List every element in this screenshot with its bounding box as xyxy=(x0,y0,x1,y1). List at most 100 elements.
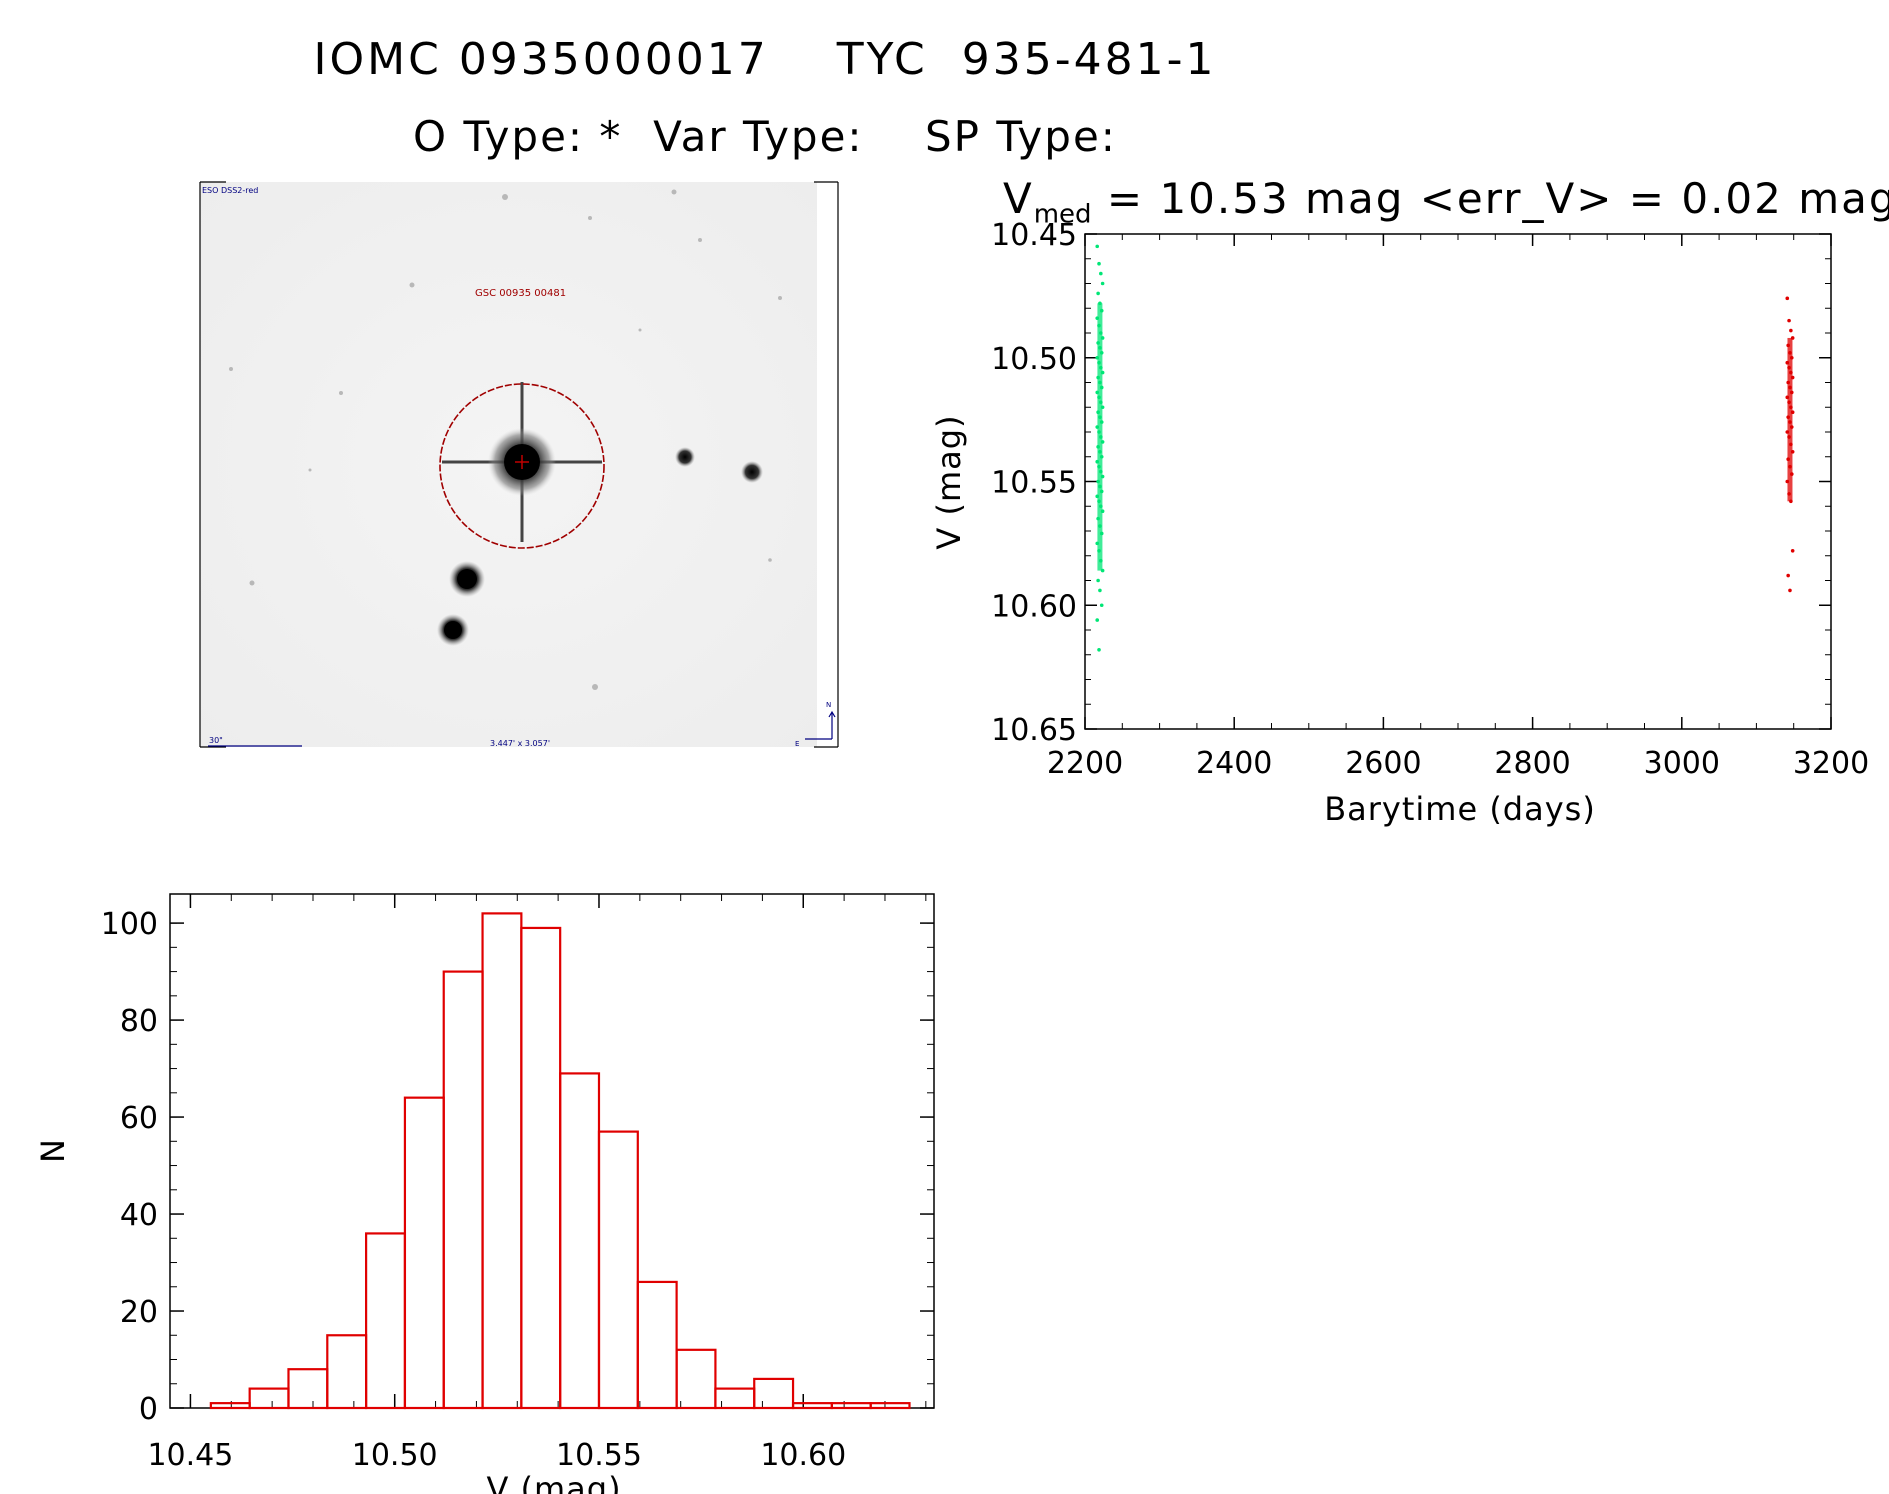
histogram-ylabel: N xyxy=(34,1139,72,1163)
histogram-bars xyxy=(209,912,911,1410)
lightcurve-frame xyxy=(1084,233,1832,730)
histogram-bar xyxy=(559,1072,601,1410)
histogram-bar xyxy=(248,1387,290,1410)
lightcurve-ticks: 2200 2400 2600 2800 3000 3200 10.45 10.50 10.55 1… xyxy=(991,218,1869,781)
background-star xyxy=(778,296,782,300)
histogram-ytick-label: 80 xyxy=(120,1004,158,1039)
background-star xyxy=(249,580,255,586)
lightcurve-point-green xyxy=(1099,271,1103,276)
lightcurve-ytick-label: 10.45 xyxy=(991,218,1077,253)
background-star xyxy=(502,194,508,200)
lightcurve-points xyxy=(1095,244,1795,652)
histogram-ytick-label: 40 xyxy=(120,1198,158,1233)
lightcurve-point-red xyxy=(1786,573,1790,578)
scale-bar: 30" xyxy=(208,736,302,747)
lightcurve-point-green xyxy=(1097,648,1101,652)
image-frame xyxy=(199,181,839,748)
histogram-ytick-label: 60 xyxy=(120,1101,158,1136)
scale-label: 30" xyxy=(209,736,223,745)
lightcurve-ytick-label: 10.50 xyxy=(991,342,1077,377)
background-star xyxy=(308,468,312,472)
histogram-xtick-label: 10.50 xyxy=(352,1438,438,1473)
lightcurve-ylabel: V (mag) xyxy=(930,414,968,549)
lightcurve-title-rest: = 10.53 mag <err_V> = 0.02 mag xyxy=(1091,174,1889,223)
lightcurve-xlabel: Barytime (days) xyxy=(1324,790,1596,828)
histogram-frame xyxy=(169,893,935,1409)
lightcurve-xtick-label: 2400 xyxy=(1196,746,1272,781)
histogram-bar xyxy=(636,1280,678,1410)
lightcurve-plot: 2200 2400 2600 2800 3000 3200 10.45 10.50 10.55 1… xyxy=(930,218,1869,828)
lightcurve-point-green xyxy=(1095,618,1100,622)
background-star xyxy=(592,684,598,690)
lightcurve-ytick-label: 10.55 xyxy=(991,466,1077,501)
fov-label: 3.447' x 3.057' xyxy=(490,739,550,748)
histogram-xtick-label: 10.60 xyxy=(760,1438,846,1473)
lightcurve-xtick-label: 3200 xyxy=(1793,746,1869,781)
north-label: N xyxy=(826,701,831,709)
background-stars xyxy=(229,189,782,690)
lightcurve-xtick-label: 2800 xyxy=(1494,746,1570,781)
histogram-ticks: 10.45 10.50 10.55 10.60 0 20 40 60 80 100 xyxy=(101,894,934,1473)
lightcurve-band-red xyxy=(1787,337,1793,502)
background-star xyxy=(409,282,415,288)
lightcurve-band-green xyxy=(1097,303,1103,571)
lightcurve-xtick-label: 2200 xyxy=(1047,746,1123,781)
lightcurve-point-red xyxy=(1790,549,1795,553)
histogram-ytick-label: 100 xyxy=(101,907,158,942)
object-id-title: IOMC 0935000017 TYC 935-481-1 xyxy=(313,34,1217,85)
background-star xyxy=(229,367,233,371)
lightcurve-point-green xyxy=(1095,244,1100,249)
histogram-bar xyxy=(520,926,562,1410)
compass xyxy=(805,710,836,740)
histogram-bar xyxy=(481,912,523,1410)
lightcurve-point-red xyxy=(1788,588,1792,593)
finder-image: GSC 00935 00481 ESO DSS2-red 30" 3.447' … xyxy=(199,181,839,748)
lightcurve-point-green xyxy=(1097,261,1101,266)
lightcurve-point-green xyxy=(1098,588,1102,593)
background-star xyxy=(339,391,343,395)
lightcurve-xtick-label: 2600 xyxy=(1345,746,1421,781)
histogram-bar xyxy=(403,1096,445,1410)
lightcurve-point-red xyxy=(1787,318,1791,323)
target-star xyxy=(442,382,602,542)
histogram-xlabel: V (mag) xyxy=(486,1470,621,1494)
histogram-bar xyxy=(442,970,484,1410)
histogram-bar xyxy=(365,1232,407,1410)
lightcurve-point-green xyxy=(1096,291,1100,296)
histogram-bar xyxy=(791,1402,833,1410)
histogram-ytick-label: 0 xyxy=(139,1392,158,1427)
histogram-xtick-label: 10.55 xyxy=(556,1438,642,1473)
lightcurve-ytick-label: 10.60 xyxy=(991,589,1077,624)
histogram-bar xyxy=(753,1377,795,1410)
lightcurve-point-green xyxy=(1096,578,1100,583)
histogram-bar xyxy=(287,1368,329,1410)
histogram-bar xyxy=(597,1130,639,1410)
object-type-title: O Type: * Var Type: SP Type: xyxy=(413,112,1117,161)
histogram-ytick-label: 20 xyxy=(120,1295,158,1330)
background-star xyxy=(671,189,677,195)
histogram-bar xyxy=(326,1334,368,1410)
lightcurve-point-red xyxy=(1789,328,1793,333)
survey-label: ESO DSS2-red xyxy=(202,186,258,195)
histogram-plot: 10.45 10.50 10.55 10.60 0 20 40 60 80 100 V (mag)… xyxy=(34,893,935,1494)
aperture-circle xyxy=(439,383,605,549)
lightcurve-ytick-label: 10.65 xyxy=(991,713,1077,748)
background-star xyxy=(768,558,772,562)
background-star xyxy=(698,238,702,242)
lightcurve-point-green xyxy=(1100,281,1105,286)
histogram-bar xyxy=(869,1402,911,1410)
lightcurve-point-green xyxy=(1099,603,1104,608)
lightcurve-xtick-label: 3000 xyxy=(1644,746,1720,781)
lightcurve-point-red xyxy=(1785,296,1790,301)
object-label: GSC 00935 00481 xyxy=(475,288,566,299)
field-stars xyxy=(437,447,763,646)
lightcurve-title-sub: med xyxy=(1033,199,1092,230)
east-label: E xyxy=(795,740,799,748)
background-star xyxy=(588,216,592,220)
histogram-bar xyxy=(675,1348,717,1410)
lightcurve-title-var: V xyxy=(1003,174,1034,223)
histogram-xtick-label: 10.45 xyxy=(147,1438,233,1473)
lightcurve-title: Vmed = 10.53 mag <err_V> = 0.02 mag xyxy=(1003,174,1889,229)
histogram-bar xyxy=(830,1402,872,1410)
